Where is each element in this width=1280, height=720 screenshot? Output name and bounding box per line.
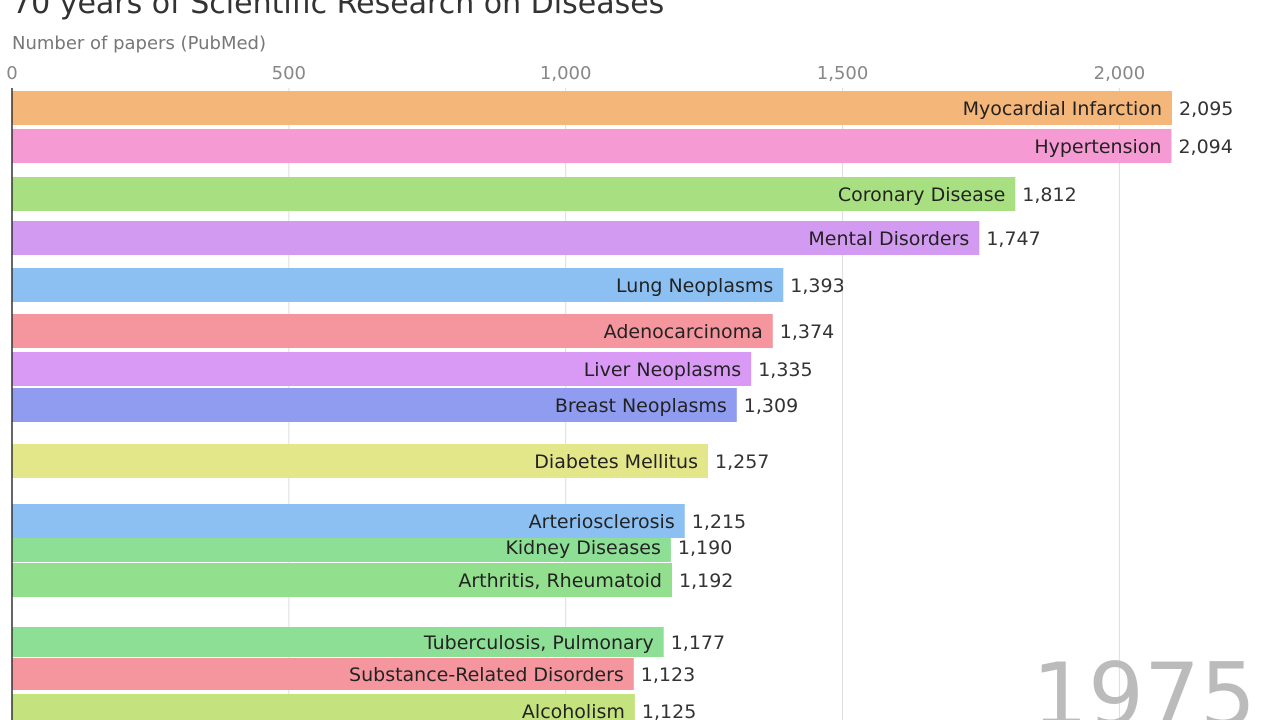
bar-group: Liver Neoplasms 1,335 [12, 352, 813, 386]
bar-value-label: 2,095 [1179, 98, 1233, 120]
bar-group: Diabetes Mellitus 1,257 [12, 444, 769, 478]
bars: Myocardial Infarction 2,095 Hypertension 2,… [12, 91, 1233, 720]
x-tick-labels: 0 500 1,000 1,500 2,000 [6, 63, 1145, 84]
bar-value-label: 1,177 [671, 632, 725, 654]
year-label: 1975 [1032, 644, 1256, 720]
bar-category-label: Liver Neoplasms [584, 359, 741, 381]
bar-value-label: 1,393 [790, 275, 844, 297]
bar [12, 504, 685, 538]
x-tick-label: 1,000 [540, 63, 592, 84]
bar-group: Lung Neoplasms 1,393 [12, 268, 845, 302]
bar-category-label: Alcoholism [522, 701, 625, 720]
x-tick-label: 500 [272, 63, 306, 84]
bar-group: Adenocarcinoma 1,374 [12, 314, 834, 348]
x-tick-label: 2,000 [1094, 63, 1146, 84]
bar-group: Hypertension 2,094 [12, 129, 1233, 163]
bar-value-label: 1,335 [758, 359, 812, 381]
x-tick-label: 0 [6, 63, 17, 84]
bar-category-label: Myocardial Infarction [963, 98, 1162, 120]
bar [12, 221, 980, 255]
bar-category-label: Tuberculosis, Pulmonary [423, 632, 654, 654]
bar-category-label: Hypertension [1034, 136, 1161, 158]
bar-category-label: Mental Disorders [808, 228, 969, 250]
bar [12, 314, 773, 348]
bar [12, 694, 635, 720]
bar [12, 444, 709, 478]
x-axis-label: Number of papers (PubMed) [12, 33, 267, 54]
bar [12, 91, 1173, 125]
bar-value-label: 1,190 [678, 537, 732, 559]
chart-title: 70 years of Scientific Research on Disea… [12, 0, 665, 21]
bar-group: Arthritis, Rheumatoid 1,192 [12, 563, 733, 597]
bar-group: Mental Disorders 1,747 [12, 221, 1041, 255]
x-tick-label: 1,500 [817, 63, 869, 84]
bar [12, 658, 634, 690]
bar-value-label: 1,125 [642, 701, 696, 720]
bar-category-label: Breast Neoplasms [555, 395, 727, 417]
bar-value-label: 1,812 [1022, 184, 1076, 206]
bar-category-label: Diabetes Mellitus [534, 451, 698, 473]
bar-group: Alcoholism 1,125 [12, 694, 696, 720]
bar-category-label: Adenocarcinoma [604, 321, 763, 343]
bar-value-label: 1,192 [679, 570, 733, 592]
bar-value-label: 1,747 [986, 228, 1040, 250]
bar-group: Coronary Disease 1,812 [12, 177, 1077, 211]
bar-group: Myocardial Infarction 2,095 [12, 91, 1233, 125]
bar [12, 563, 673, 597]
bar [12, 177, 1016, 211]
bar-value-label: 1,215 [692, 511, 746, 533]
bar [12, 627, 664, 657]
bar-value-label: 2,094 [1178, 136, 1232, 158]
bar-category-label: Kidney Diseases [505, 537, 660, 559]
bar [12, 268, 784, 302]
bar-category-label: Lung Neoplasms [616, 275, 773, 297]
bar-value-label: 1,123 [641, 664, 695, 686]
bar [12, 388, 737, 422]
bar-group: Tuberculosis, Pulmonary 1,177 [12, 627, 725, 657]
bar-category-label: Substance-Related Disorders [349, 664, 624, 686]
bar-value-label: 1,309 [744, 395, 798, 417]
bar-group: Breast Neoplasms 1,309 [12, 388, 798, 422]
bar-group: Arteriosclerosis 1,215 [12, 504, 746, 538]
bar-category-label: Arteriosclerosis [529, 511, 675, 533]
bar [12, 352, 752, 386]
bar [12, 129, 1172, 163]
bar-category-label: Coronary Disease [838, 184, 1005, 206]
bar-value-label: 1,257 [715, 451, 769, 473]
bar-group: Substance-Related Disorders 1,123 [12, 658, 695, 690]
bar-value-label: 1,374 [780, 321, 834, 343]
bar-category-label: Arthritis, Rheumatoid [458, 570, 662, 592]
